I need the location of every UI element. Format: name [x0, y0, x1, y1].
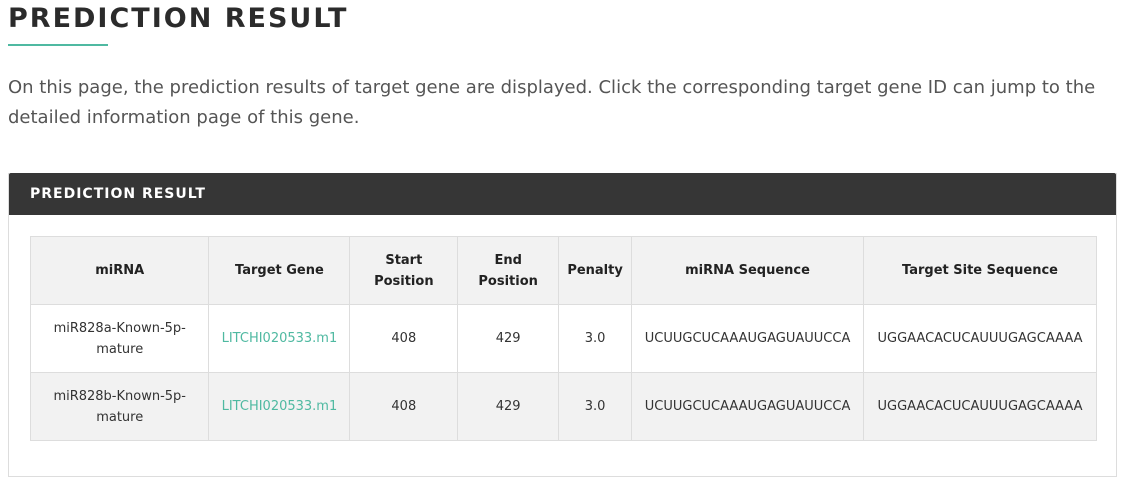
mirna-name-line2: mature — [96, 409, 144, 425]
table-row: miR828b-Known-5p- mature LITCHI020533.m1… — [29, 372, 1097, 441]
table-row: miR828a-Known-5p- mature LITCHI020533.m1… — [29, 304, 1097, 373]
cell-end-position: 429 — [457, 372, 560, 441]
mirna-name-line1: miR828b-Known-5p- — [53, 388, 186, 404]
target-gene-link[interactable]: LITCHI020533.m1 — [221, 331, 338, 346]
column-header-end-line1: End — [494, 252, 522, 268]
column-header-start-position: Start Position — [349, 236, 459, 305]
target-gene-link[interactable]: LITCHI020533.m1 — [221, 399, 338, 414]
title-underline — [8, 44, 108, 46]
cell-penalty: 3.0 — [558, 304, 633, 373]
mirna-name-line2: mature — [96, 341, 144, 357]
intro-text: On this page, the prediction results of … — [8, 77, 1096, 128]
column-header-end-position: End Position — [457, 236, 560, 305]
column-header-mirna-sequence: miRNA Sequence — [631, 236, 865, 305]
table-header-row: miRNA Target Gene Start Position End Pos… — [29, 236, 1097, 305]
column-header-start-line2: Position — [374, 273, 434, 289]
column-header-penalty: Penalty — [558, 236, 633, 305]
prediction-result-panel: PREDICTION RESULT miRNA Target Gene Star… — [8, 173, 1117, 477]
cell-mirna-sequence: UCUUGCUCAAAUGAGUAUUCCA — [631, 372, 865, 441]
cell-target-site-sequence: UGGAACACUCAUUUGAGCAAAA — [863, 372, 1097, 441]
cell-mirna: miR828b-Known-5p- mature — [29, 372, 210, 441]
column-header-target-gene: Target Gene — [208, 236, 351, 305]
cell-target-site-sequence: UGGAACACUCAUUUGAGCAAAA — [863, 304, 1097, 373]
column-header-start-line1: Start — [385, 252, 423, 268]
column-header-mirna: miRNA — [29, 236, 210, 305]
cell-end-position: 429 — [457, 304, 560, 373]
cell-mirna: miR828a-Known-5p- mature — [29, 304, 210, 373]
column-header-target-site-sequence: Target Site Sequence — [863, 236, 1097, 305]
mirna-name-line1: miR828a-Known-5p- — [53, 320, 186, 336]
cell-mirna-sequence: UCUUGCUCAAAUGAGUAUUCCA — [631, 304, 865, 373]
column-header-end-line2: Position — [478, 273, 538, 289]
panel-header: PREDICTION RESULT — [9, 173, 1116, 215]
cell-penalty: 3.0 — [558, 372, 633, 441]
cell-target-gene: LITCHI020533.m1 — [208, 304, 351, 373]
cell-start-position: 408 — [349, 304, 459, 373]
cell-target-gene: LITCHI020533.m1 — [208, 372, 351, 441]
cell-start-position: 408 — [349, 372, 459, 441]
page-title: PREDICTION RESULT — [8, 3, 349, 34]
prediction-table: miRNA Target Gene Start Position End Pos… — [29, 236, 1097, 441]
